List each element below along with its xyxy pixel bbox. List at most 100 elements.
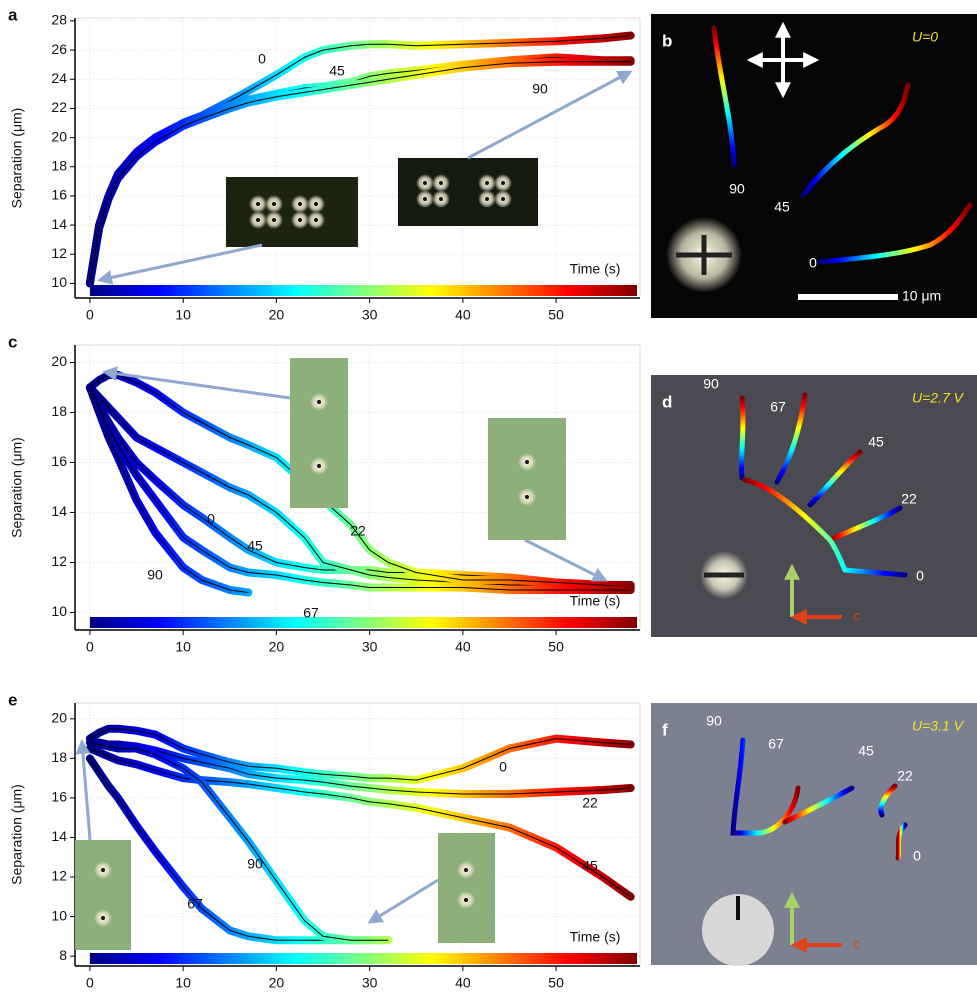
series-label: 90 <box>532 81 548 97</box>
y-axis-label: Separation (μm) <box>9 437 25 538</box>
y-tick-label: 18 <box>51 749 67 765</box>
defect-core <box>101 868 105 872</box>
trajectory <box>739 395 746 481</box>
y-tick-label: 20 <box>51 128 67 144</box>
defect-core <box>256 218 260 222</box>
y-axis-label: Separation (μm) <box>9 108 25 209</box>
trajectory <box>782 785 855 825</box>
inset-image <box>398 158 538 226</box>
panel-label: a <box>8 5 18 24</box>
trajectory-label: 0 <box>913 848 921 864</box>
y-axis-label: Separation (μm) <box>9 784 25 885</box>
defect-core <box>439 197 443 201</box>
series-label: 90 <box>247 856 263 872</box>
inset-image <box>438 833 495 943</box>
defect-core <box>317 464 321 468</box>
series-line <box>89 56 631 284</box>
voltage-label: U=0 <box>912 29 938 45</box>
trajectory <box>827 505 903 543</box>
panel-label: f <box>662 720 668 739</box>
series-label: 0 <box>258 51 266 67</box>
voltage-label: U=3.1 V <box>912 718 965 734</box>
y-tick-label: 16 <box>51 187 67 203</box>
trajectory <box>800 82 911 198</box>
trajectory <box>730 737 801 836</box>
inset-arrow <box>467 70 633 160</box>
defect-core <box>525 460 529 464</box>
x-tick-label: 0 <box>86 639 94 655</box>
series-label: 90 <box>147 567 163 583</box>
defect-image <box>702 894 774 966</box>
panel-label: e <box>8 690 17 709</box>
inset-arrow <box>367 878 439 924</box>
y-tick-label: 16 <box>51 789 67 805</box>
defect-core <box>101 916 105 920</box>
y-tick-label: 12 <box>51 868 67 884</box>
defect-core <box>423 197 427 201</box>
x-tick-label: 10 <box>175 307 191 323</box>
series-label: 67 <box>187 896 203 912</box>
c-axis-label: c <box>853 936 860 952</box>
defect-core <box>525 495 529 499</box>
colorbar <box>89 617 638 628</box>
voltage-label: U=2.7 V <box>912 390 965 406</box>
x-tick-label: 0 <box>86 975 94 991</box>
x-tick-label: 30 <box>362 975 378 991</box>
x-tick-label: 30 <box>362 639 378 655</box>
series-label: 45 <box>247 538 263 554</box>
x-tick-label: 40 <box>455 975 471 991</box>
series-label: 45 <box>329 63 345 79</box>
x-tick-label: 50 <box>548 975 564 991</box>
x-tick-label: 20 <box>269 975 285 991</box>
defect-core <box>314 218 318 222</box>
defect-core <box>298 218 302 222</box>
c-axis-label: c <box>853 608 860 624</box>
panel-label: c <box>8 332 17 351</box>
trajectory-label: 22 <box>901 491 917 507</box>
inset-image <box>75 840 131 950</box>
series-label: 22 <box>582 795 598 811</box>
defect-core <box>423 181 427 185</box>
trajectory-label: 22 <box>897 768 913 784</box>
trajectory-label: 67 <box>768 736 784 752</box>
x-tick-label: 10 <box>175 975 191 991</box>
series-line <box>89 61 631 284</box>
x-tick-label: 40 <box>455 307 471 323</box>
y-tick-label: 28 <box>51 12 67 28</box>
x-tick-label: 30 <box>362 307 378 323</box>
inset-arrow <box>524 538 608 582</box>
x-tick-label: 50 <box>548 307 564 323</box>
trajectory-label: 45 <box>868 434 884 450</box>
y-tick-label: 14 <box>51 828 67 844</box>
defect-core <box>272 202 276 206</box>
inset-arrow <box>102 366 291 400</box>
trajectory <box>878 783 898 818</box>
defect-core <box>501 197 505 201</box>
series-label: 22 <box>350 523 366 539</box>
x-tick-label: 0 <box>86 307 94 323</box>
series-line <box>89 742 389 941</box>
trajectory <box>742 477 908 578</box>
y-tick-label: 8 <box>59 947 67 963</box>
trajectory-label: 45 <box>858 743 874 759</box>
series-line <box>89 758 370 941</box>
y-tick-label: 26 <box>51 41 67 57</box>
y-tick-label: 10 <box>51 603 67 619</box>
micrograph <box>651 703 977 965</box>
y-tick-label: 12 <box>51 245 67 261</box>
series-band <box>85 738 635 798</box>
y-tick-label: 16 <box>51 453 67 469</box>
y-tick-label: 14 <box>51 216 67 232</box>
defect-core <box>676 235 732 275</box>
y-tick-label: 14 <box>51 503 67 519</box>
defect-core <box>464 868 468 872</box>
defect-core <box>314 202 318 206</box>
series-line <box>89 35 631 284</box>
trajectory-label: 90 <box>706 713 722 729</box>
trajectory <box>817 202 973 265</box>
defect-core <box>485 197 489 201</box>
y-tick-label: 20 <box>51 353 67 369</box>
series-label: 0 <box>499 759 507 775</box>
